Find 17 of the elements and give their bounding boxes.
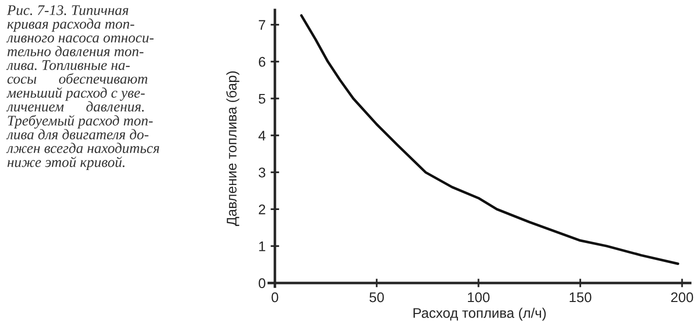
y-tick-label: 5 [258,94,266,104]
y-tick-label: 4 [258,130,266,140]
x-axis-title: Расход топлива (л/ч) [414,308,546,321]
y-tick-label: 7 [258,20,266,30]
y-tick-label: 0 [258,278,266,288]
text: Рис. 7-13. Типичная кривая расхода топ- ливного насоса относи- тельно давления топ- лива. Топливные на- сосы обеспечивают меньший расход с уве- личением давления. Требуемый расход топ- лива для двигателя до- лжен всегда находиться ниже этой кривой. [6,5,160,170]
line-series [300,14,680,266]
y-axis-title: Давление топлива (бар) [226,71,240,226]
y-tick-label: 6 [258,56,266,67]
y-tick-label: 1 [259,242,266,252]
x-tick-label: 100 [468,292,490,302]
x-tick-label: 0 [272,292,278,302]
x-tick-label: 200 [671,292,694,302]
x-tick-label: 50 [370,292,384,302]
x-tick-label: 150 [570,292,592,302]
y-tick-label: 3 [258,168,266,178]
y-tick-label: 2 [258,204,266,214]
